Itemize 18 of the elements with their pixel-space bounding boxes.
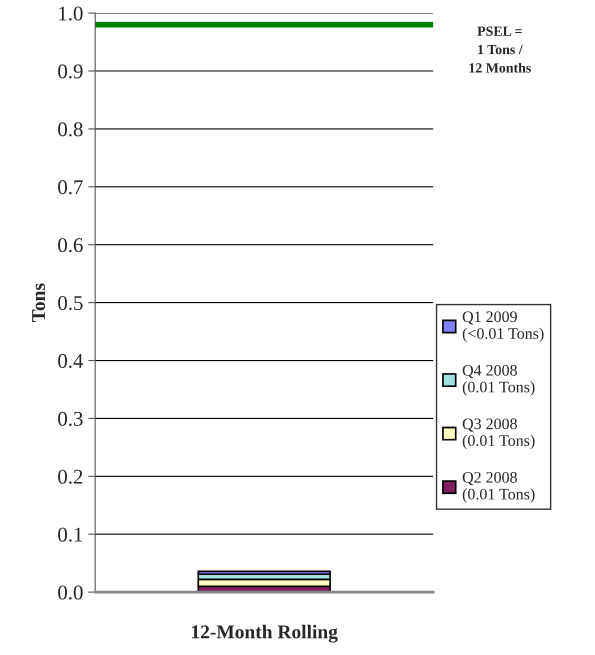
y-tick-label: 0.7 xyxy=(58,180,83,194)
legend-label: Q2 2008 (0.01 Tons) xyxy=(462,472,535,503)
ref-line-label: PSEL = 1 Tons / 12 Months xyxy=(469,26,531,73)
y-axis-title: Tons xyxy=(32,283,46,322)
legend-label: Q4 2008 (0.01 Tons) xyxy=(462,364,535,396)
legend-label: Q3 2008 (0.01 Tons) xyxy=(462,418,535,450)
y-tick-label: 0.3 xyxy=(58,412,83,426)
y-tick-label: 1.0 xyxy=(59,6,83,21)
y-tick-label: 0.8 xyxy=(58,122,83,136)
y-tick-label: 0.6 xyxy=(58,238,83,252)
legend-label: Q1 2009 (<0.01 Tons) xyxy=(462,311,544,342)
y-tick-label: 0.1 xyxy=(58,528,82,542)
y-tick-label: 0.5 xyxy=(58,296,83,310)
y-tick-label: 0.4 xyxy=(58,354,84,368)
y-tick-label: 0.2 xyxy=(58,470,82,484)
x-axis-title: 12-Month Rolling xyxy=(192,624,338,643)
y-tick-label: 0.0 xyxy=(58,585,83,600)
y-tick-label: 0.9 xyxy=(58,64,83,79)
